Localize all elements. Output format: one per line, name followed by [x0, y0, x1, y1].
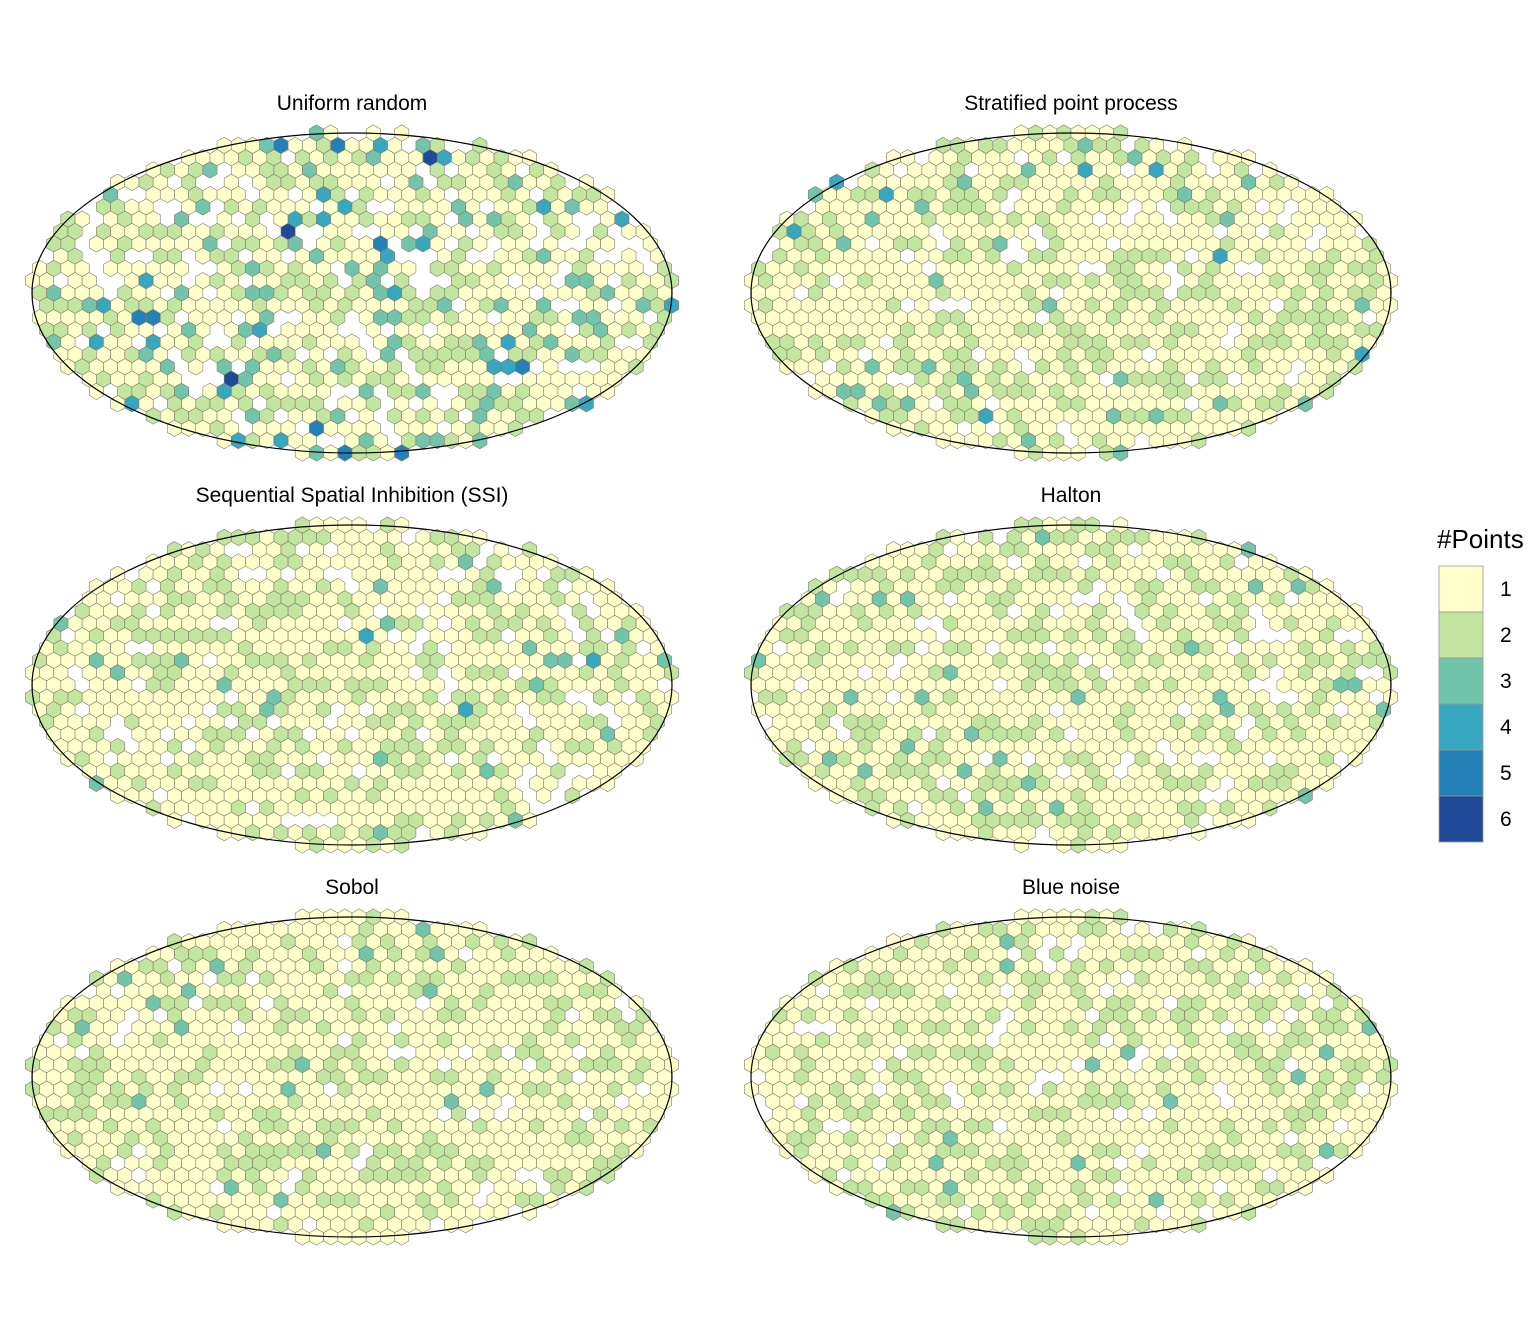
hex-bin	[202, 161, 218, 179]
panel-1: Uniform random	[25, 92, 679, 462]
hex-bins	[744, 908, 1398, 1246]
panel-5: Sobol	[25, 876, 679, 1246]
hex-bin	[564, 222, 580, 241]
hex-bin	[472, 235, 488, 253]
panel-3: Sequential Spatial Inhibition (SSI)	[25, 484, 679, 854]
panel-6: Blue noise	[744, 876, 1398, 1246]
panel-title: Uniform random	[277, 92, 428, 115]
panel-title: Sobol	[325, 876, 379, 899]
hex-bin	[472, 432, 488, 450]
panel-2: Stratified point process	[744, 92, 1398, 462]
panel-4: Halton	[744, 484, 1398, 854]
hex-bin	[394, 444, 410, 462]
panel-title: Sequential Spatial Inhibition (SSI)	[196, 484, 509, 507]
panel-title: Halton	[1041, 484, 1102, 507]
hex-bins	[25, 516, 679, 854]
hex-bin	[600, 235, 616, 253]
hex-bin	[188, 358, 204, 376]
projection-outline	[31, 132, 673, 454]
hex-bins	[25, 124, 679, 462]
panel-title: Stratified point process	[964, 92, 1178, 115]
hex-bins	[25, 908, 679, 1246]
hex-bin	[195, 198, 211, 216]
panels: Uniform random Stratified point process Se…	[25, 92, 1398, 1246]
hex-bins	[744, 516, 1398, 854]
hex-bins	[744, 124, 1398, 462]
hex-bin	[507, 419, 523, 437]
hex-bin	[230, 528, 246, 546]
